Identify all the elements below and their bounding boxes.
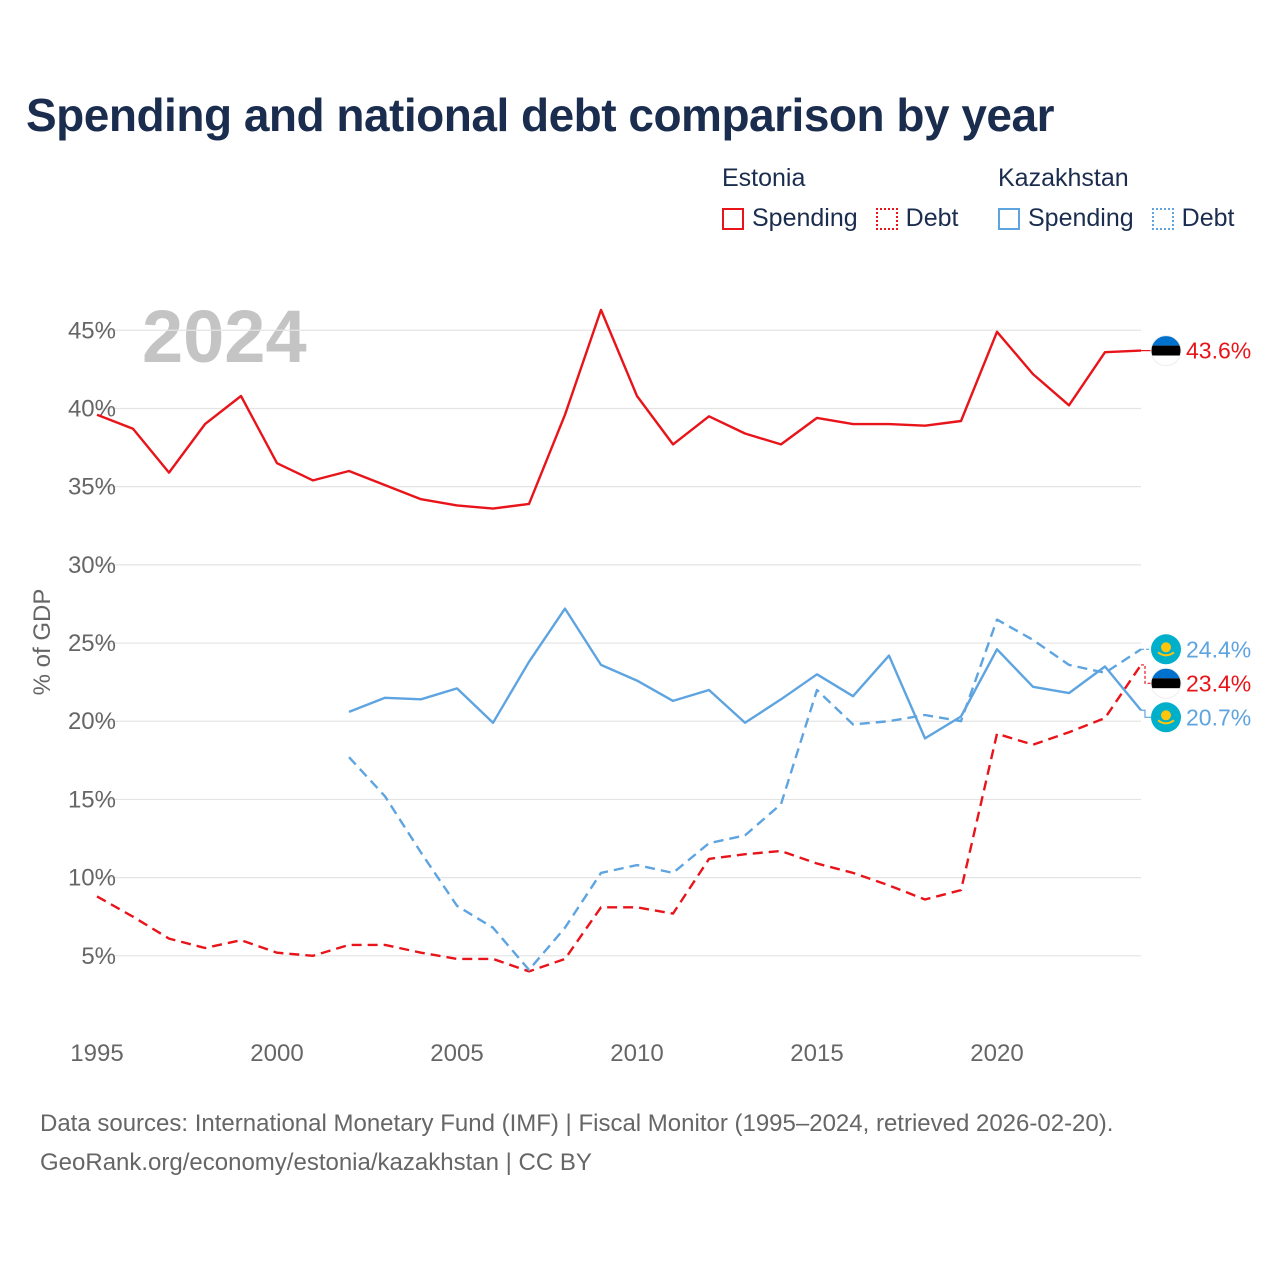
legend-solid-swatch [722,207,744,230]
end-connector [1141,709,1151,718]
end-value-label: 23.4% [1186,670,1251,696]
y-tick-label: 20% [68,708,116,735]
y-tick-label: 30% [68,552,116,579]
x-tick-label: 2005 [430,1040,483,1067]
x-tick-label: 2015 [790,1040,843,1067]
end-value-label: 24.4% [1186,636,1251,662]
legend-dotted-swatch [875,207,898,230]
x-tick-label: 1995 [70,1040,123,1067]
year-watermark: 2024 [142,295,307,378]
y-tick-label: 15% [68,786,116,813]
legend-item-label: Spending [752,204,858,232]
x-tick-label: 2000 [250,1040,303,1067]
x-tick-label: 2020 [970,1040,1023,1067]
y-tick-label: 10% [68,865,116,892]
series-line-kazakhstan-debt[interactable] [348,618,1142,972]
y-tick-label: 35% [68,474,116,501]
legend-item-label: Debt [1181,204,1235,232]
series-line-estonia-debt[interactable] [96,664,1142,973]
y-tick-label: 45% [68,317,116,344]
kazakhstan-flag-icon [1151,634,1181,665]
chart-title: Spending and national debt comparison by… [26,89,1055,141]
y-tick-label: 5% [81,943,116,970]
estonia-flag-icon [1150,335,1182,367]
legend-group-estonia: Estonia Spending Debt [722,162,976,233]
legend-estonia-debt[interactable]: Debt [875,204,959,233]
end-value-label: 43.6% [1186,338,1251,364]
source-note: Data sources: International Monetary Fun… [40,1104,1113,1182]
end-connector [1141,664,1151,684]
x-tick-label: 2010 [610,1040,663,1067]
series-line-estonia-spending[interactable] [96,308,1142,510]
source-link[interactable]: GeoRank.org/economy/estonia/kazakhstan |… [40,1149,592,1176]
y-tick-label: 25% [68,630,116,657]
series-line-kazakhstan-spending[interactable] [348,607,1142,740]
legend-kazakhstan-spending[interactable]: Spending [998,204,1134,233]
legend-estonia-spending[interactable]: Spending [722,204,858,233]
legend-item-label: Spending [1028,204,1134,232]
legend-kazakhstan-debt[interactable]: Debt [1151,204,1235,233]
legend-solid-swatch [998,207,1020,230]
y-axis-label: % of GDP [29,589,56,696]
legend-country-label: Estonia [722,164,806,192]
estonia-flag-icon [1150,667,1182,699]
kazakhstan-flag-icon [1151,702,1181,733]
legend-country-label: Kazakhstan [998,164,1129,192]
legend-group-kazakhstan: Kazakhstan Spending Debt [998,162,1252,233]
legend-dotted-swatch [1151,207,1174,230]
source-line: Data sources: International Monetary Fun… [40,1110,1114,1137]
legend-item-label: Debt [905,204,959,232]
end-value-label: 20.7% [1186,704,1251,730]
